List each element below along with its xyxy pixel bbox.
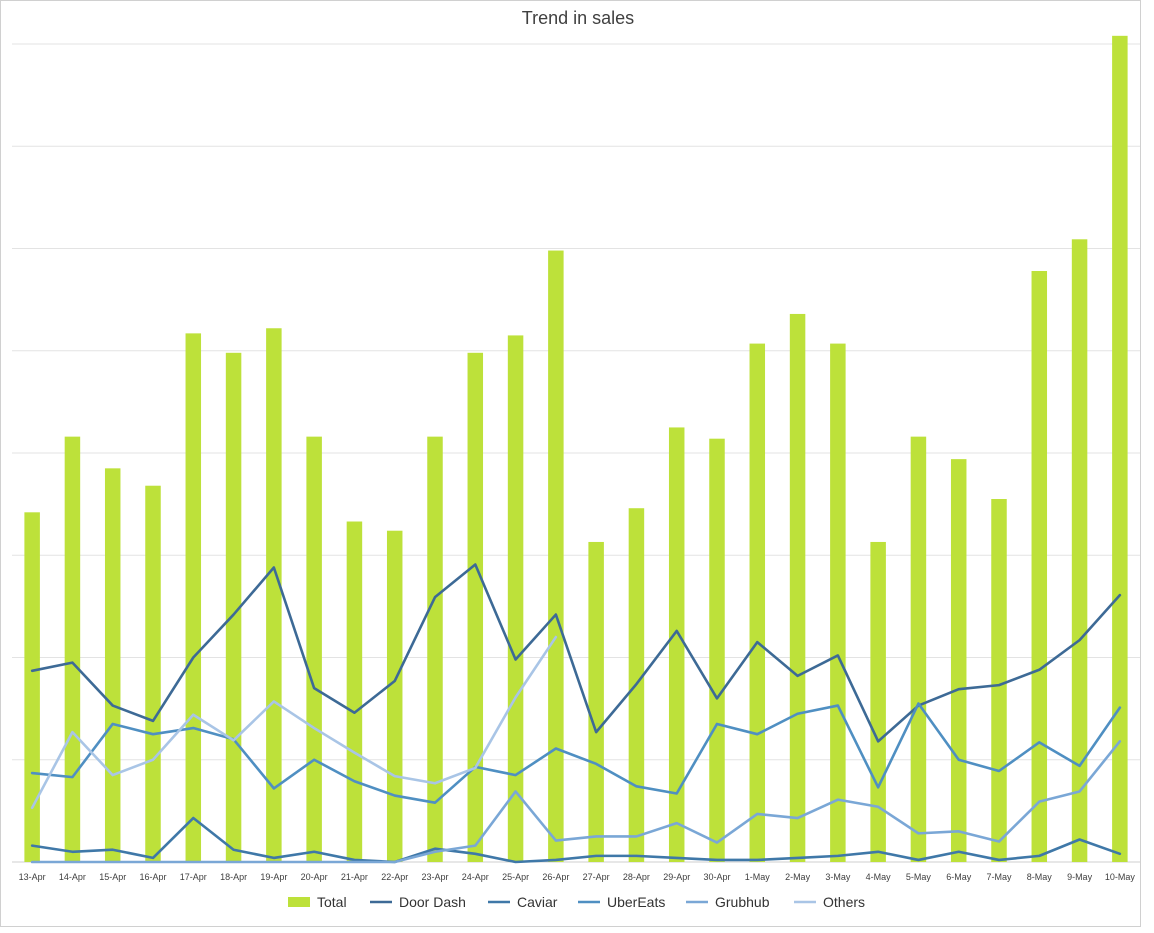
x-tick-label: 22-Apr — [381, 872, 408, 882]
bar-total — [709, 438, 725, 862]
x-tick-label: 25-Apr — [502, 872, 529, 882]
x-tick-label: 29-Apr — [663, 872, 690, 882]
x-tick-label: 10-May — [1105, 872, 1136, 882]
bar-total — [830, 343, 846, 862]
legend-label-caviar: Caviar — [517, 894, 558, 910]
bar-total — [1071, 239, 1088, 863]
x-tick-label: 20-Apr — [301, 872, 328, 882]
x-tick-label: 9-May — [1067, 872, 1093, 882]
series-line-caviar — [30, 816, 1122, 864]
x-tick-label: 6-May — [946, 872, 972, 882]
bar-total — [104, 468, 121, 862]
x-tick-label: 30-Apr — [703, 872, 730, 882]
bar-total — [789, 313, 806, 862]
bar-total — [306, 436, 322, 862]
bar-total — [386, 530, 403, 862]
x-tick-label: 19-Apr — [260, 872, 287, 882]
bar-total — [145, 485, 161, 862]
x-tick-label: 4-May — [866, 872, 892, 882]
legend-label-grubhub: Grubhub — [715, 894, 770, 910]
x-tick-label: 26-Apr — [542, 872, 569, 882]
x-tick-label: 13-Apr — [19, 872, 46, 882]
bar-total — [548, 250, 564, 863]
bar-total — [749, 343, 766, 862]
x-tick-label: 5-May — [906, 872, 932, 882]
x-tick-label: 14-Apr — [59, 872, 86, 882]
x-tick-label: 18-Apr — [220, 872, 247, 882]
gridlines — [12, 43, 1140, 863]
bar-total — [870, 541, 886, 862]
bar-total — [467, 352, 484, 862]
x-tick-label: 27-Apr — [583, 872, 610, 882]
series-line-others — [30, 635, 558, 810]
x-tick-label: 28-Apr — [623, 872, 650, 882]
bar-total — [185, 333, 202, 862]
bar-total — [266, 328, 282, 862]
bar-total — [507, 335, 524, 863]
x-tick-label: 3-May — [825, 872, 851, 882]
legend-label-door-dash: Door Dash — [399, 894, 466, 910]
x-tick-label: 17-Apr — [180, 872, 207, 882]
x-tick-label: 15-Apr — [99, 872, 126, 882]
x-tick-label: 2-May — [785, 872, 811, 882]
bar-total — [346, 521, 363, 862]
x-tick-label: 8-May — [1027, 872, 1053, 882]
legend: Total Door Dash Caviar UberEats Grubhub Other… — [288, 894, 865, 910]
chart-title: Trend in sales — [522, 8, 634, 28]
bar-total — [225, 352, 242, 862]
series-line-ubereats — [30, 702, 1122, 804]
x-tick-label: 16-Apr — [139, 872, 166, 882]
x-tick-label: 24-Apr — [462, 872, 489, 882]
series-line-door-dash — [30, 563, 1122, 743]
bar-total — [950, 459, 967, 862]
series-line-grubhub — [30, 740, 1122, 864]
bars — [24, 35, 1128, 863]
bar-total — [1112, 35, 1128, 862]
legend-label-others: Others — [823, 894, 865, 910]
bar-total — [910, 436, 927, 862]
bar-total — [64, 436, 81, 862]
x-tick-label: 1-May — [745, 872, 771, 882]
bar-total — [1031, 270, 1048, 862]
bar-total — [991, 499, 1007, 862]
bar-total — [427, 436, 443, 862]
x-tick-label: 21-Apr — [341, 872, 368, 882]
x-tick-label: 23-Apr — [421, 872, 448, 882]
x-tick-label: 7-May — [986, 872, 1012, 882]
legend-label-total: Total — [317, 894, 347, 910]
legend-swatch-total — [288, 897, 310, 907]
bar-total — [588, 541, 604, 862]
legend-label-ubereats: UberEats — [607, 894, 665, 910]
x-tick-labels: 13-Apr 14-Apr 15-Apr 16-Apr 17-Apr 18-Apr 19-A… — [19, 872, 1136, 882]
lines — [30, 563, 1122, 864]
bar-total — [24, 512, 40, 862]
bar-total — [668, 427, 685, 862]
